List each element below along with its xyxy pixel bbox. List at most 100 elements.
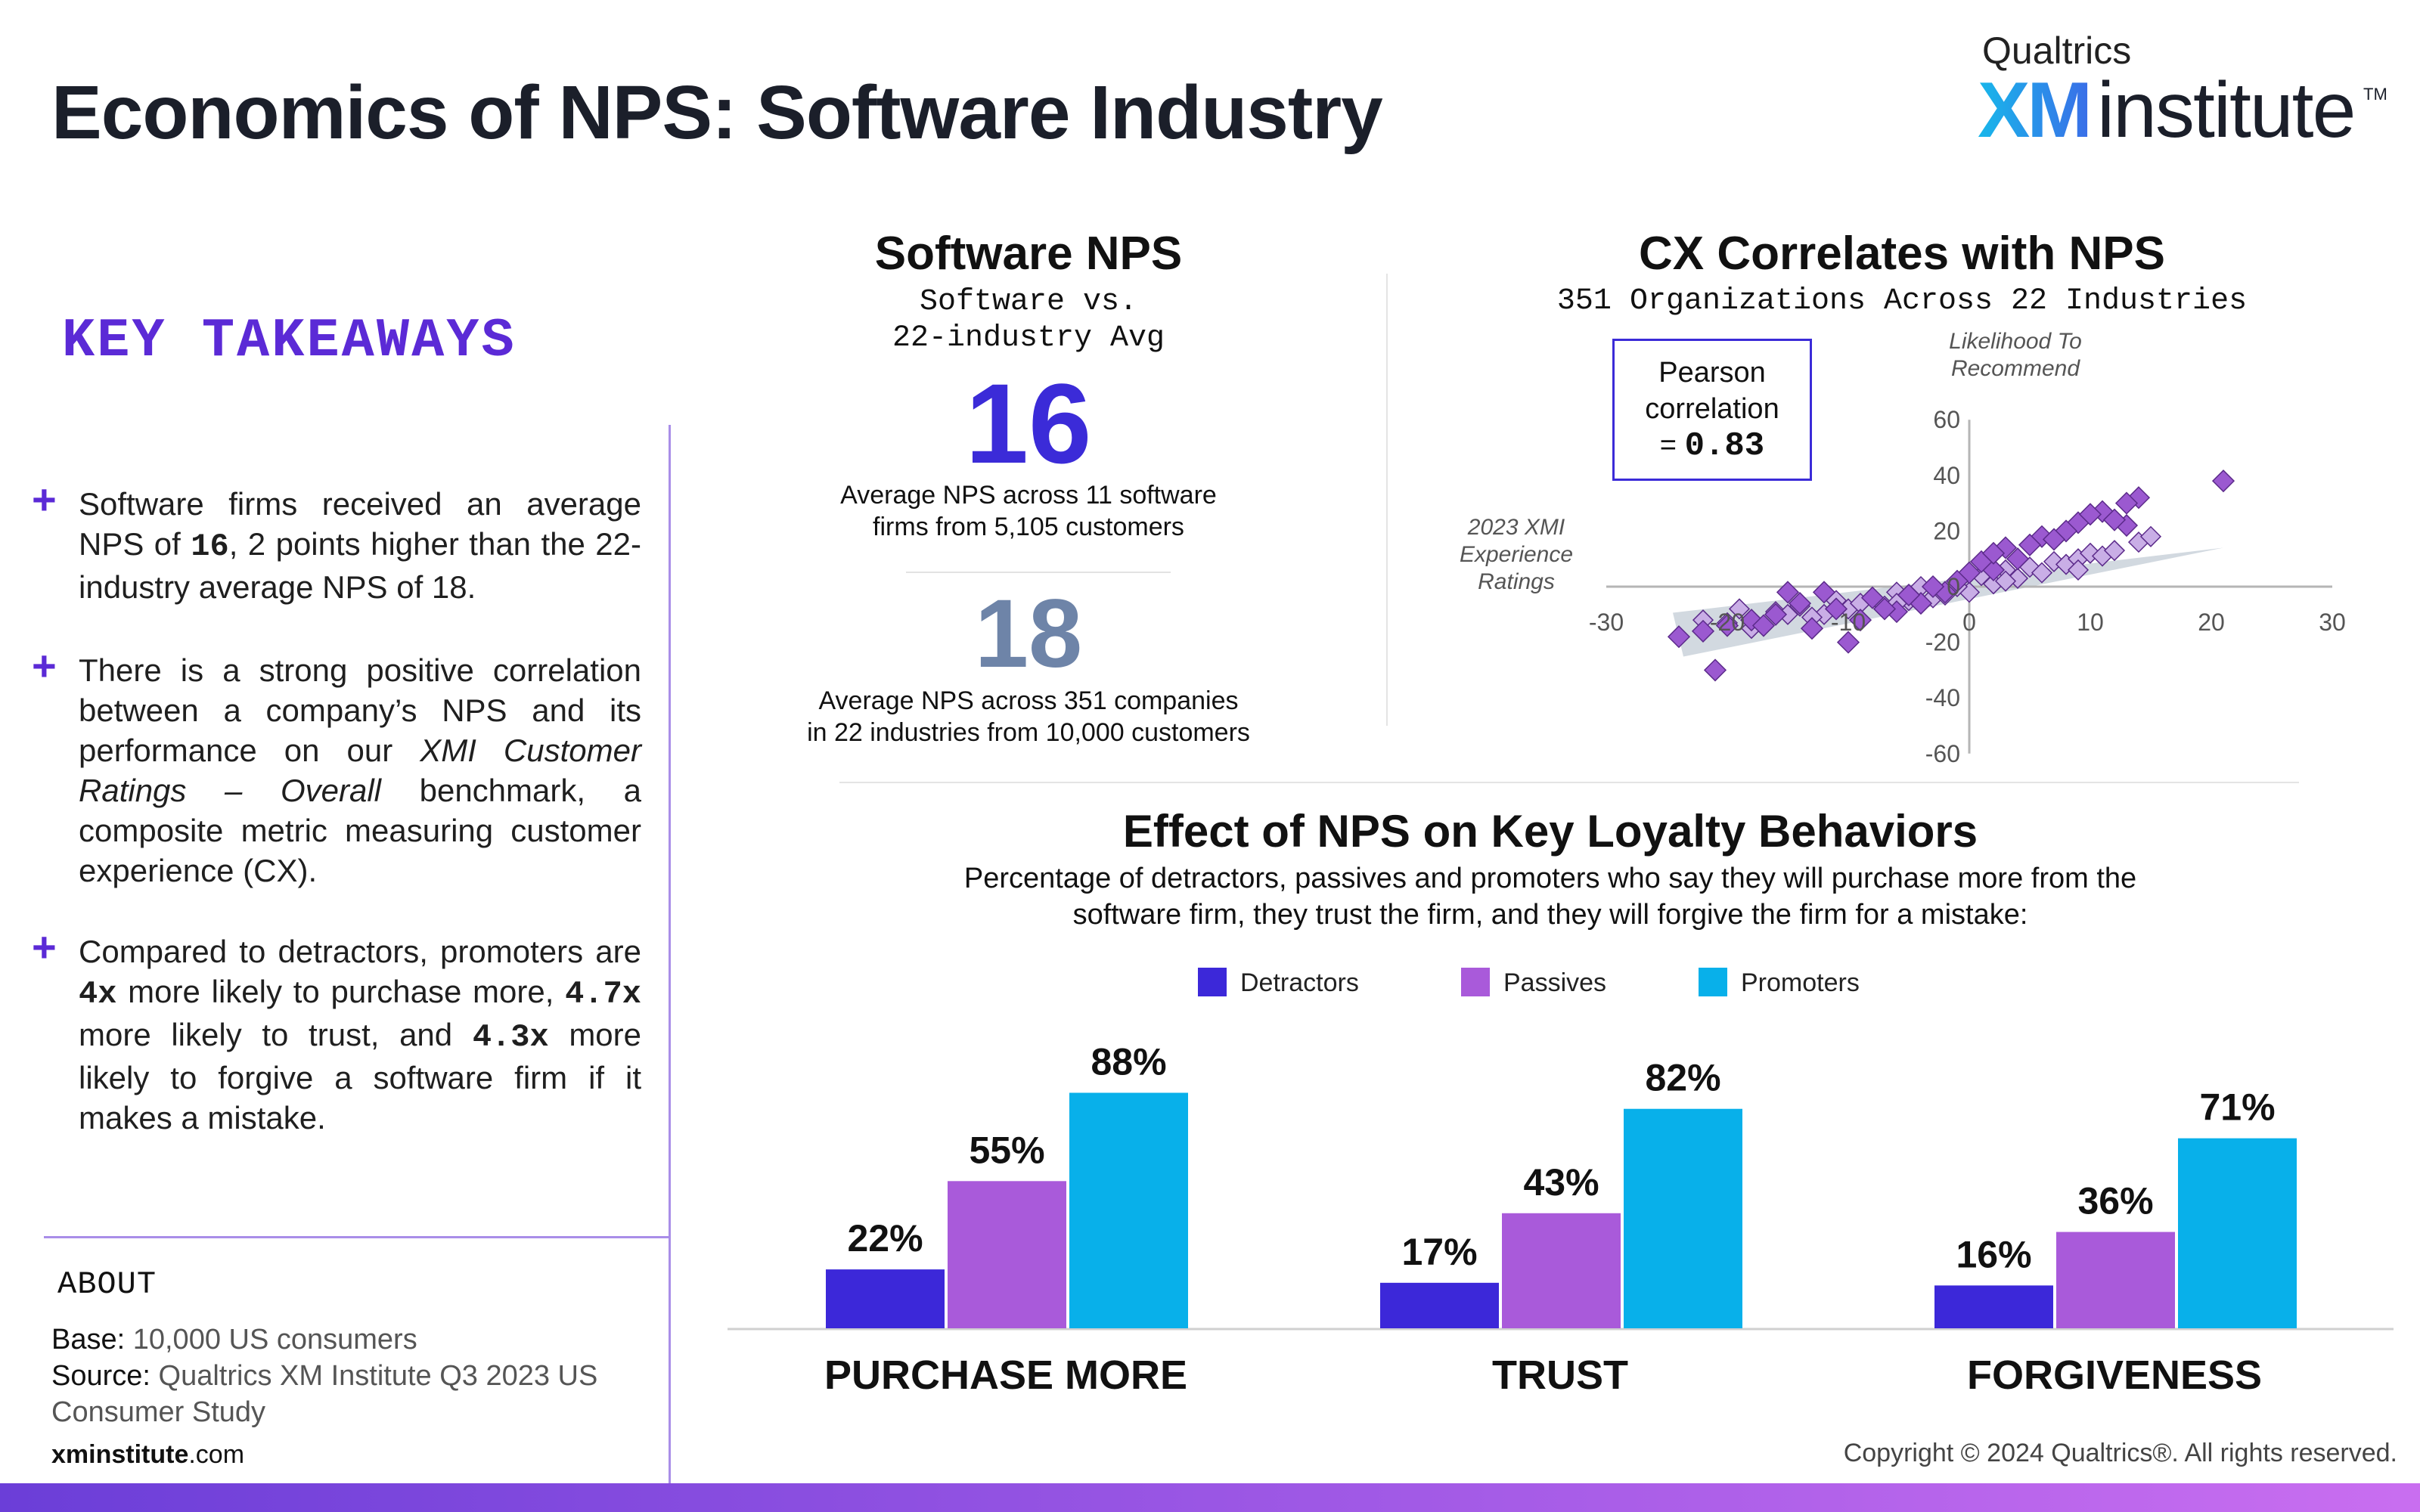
key-takeaways-heading: KEY TAKEAWAYS [62, 310, 517, 372]
bar-value-label: 82% [1645, 1057, 1720, 1099]
copyright: Copyright © 2024 Qualtrics®. All rights … [1843, 1439, 2397, 1467]
bar-value-label: 71% [2199, 1086, 2275, 1129]
category-label-purchase: PURCHASE MORE [824, 1352, 1188, 1398]
logo-institute-text: institute [2097, 67, 2356, 154]
scatter-point [2006, 547, 2030, 571]
scatter-point [1764, 603, 1788, 626]
plus-icon: + [32, 923, 57, 971]
software-nps-subtitle: Software vs. 22-industry Avg [892, 285, 1165, 355]
scatter-point [1860, 586, 1885, 609]
scatter-point-other [1692, 609, 1714, 631]
scatter-point [1788, 592, 1812, 615]
scatter-point-other [1849, 593, 1872, 615]
scatter-point-other [1728, 598, 1751, 620]
scatter-point-other [2043, 550, 2065, 572]
scatter-point-other [2091, 545, 2114, 567]
pearson-annotation: Pearson correlation = 0.83 [1612, 339, 1812, 481]
scatter-point-other [2006, 567, 2029, 590]
bar-detractors [1380, 1282, 1499, 1328]
scatter-point-other [1934, 584, 1956, 606]
scatter-point-other [1789, 595, 1811, 617]
takeaway-3: + Compared to detractors, promoters are … [32, 926, 642, 1138]
plus-icon: + [32, 642, 57, 689]
software-nps-title: Software NPS [874, 228, 1183, 280]
scatter-point [2042, 528, 2066, 551]
scatter-point-other [2127, 531, 2150, 553]
scatter-point [1957, 561, 1981, 584]
scatter-point [1812, 581, 1836, 604]
scatter-point-other [2055, 553, 2077, 575]
takeaway-1-text: Software firms received an average NPS o… [79, 486, 641, 605]
x-tick-label: 30 [2319, 609, 2346, 636]
logo-xm-text: XM [1978, 67, 2093, 154]
x-tick-label: -10 [1831, 609, 1866, 636]
scatter-point [2078, 503, 2102, 526]
cx-y-axis-label: Likelihood To Recommend [1949, 329, 2082, 381]
scatter-point [1872, 597, 1897, 621]
category-label-trust: TRUST [1492, 1352, 1628, 1398]
industry-avg-caption: Average NPS across 351 companies in 22 in… [807, 686, 1250, 747]
scatter-point [1836, 631, 1860, 654]
scatter-point [1969, 550, 1993, 573]
bar-detractors [826, 1269, 945, 1328]
bar-passives [948, 1181, 1066, 1328]
scatter-point [1848, 609, 1872, 632]
scatter-point-other [1958, 581, 1981, 603]
scatter-point [1703, 658, 1727, 682]
scatter-point [1933, 581, 1957, 604]
scatter-point [1691, 619, 1715, 643]
scatter-point [1739, 609, 1764, 632]
nps-separator [906, 572, 1171, 573]
scatter-point-other [2103, 540, 2126, 562]
scatter-point [2090, 500, 2114, 523]
bar-promoters [1069, 1092, 1188, 1328]
scatter-point [1981, 541, 2006, 565]
site-link[interactable]: xminstitute.com [51, 1440, 245, 1469]
plus-icon: + [32, 476, 57, 523]
bar-passives [2056, 1232, 2175, 1328]
trend-band [1673, 547, 2223, 657]
scatter-point [2054, 519, 2078, 543]
y-tick-label: -40 [1925, 684, 1960, 711]
scatter-point [2211, 469, 2235, 493]
scatter-point [2030, 525, 2054, 548]
scatter-point [1776, 581, 1800, 604]
category-label-forgiveness: FORGIVENESS [1966, 1352, 2263, 1398]
bar-promoters [1624, 1108, 1742, 1328]
takeaway-2: + There is a strong positive correlation… [32, 645, 641, 891]
scatter-point [1885, 600, 1909, 624]
scatter-point-other [2031, 562, 2053, 584]
cx-chart-title: CX Correlates with NPS [1639, 228, 2165, 280]
software-nps-value: 16 [965, 360, 1092, 487]
y-tick-label: 60 [1933, 406, 1960, 433]
scatter-point-other [1801, 606, 1823, 628]
legend-passives: Passives [1461, 966, 1606, 999]
logo-qualtrics-text: Qualtrics [1982, 29, 2132, 72]
scatter-point-other [1740, 618, 1763, 640]
y-tick-label: -60 [1925, 740, 1960, 767]
scatter-point-other [1716, 612, 1739, 634]
scatter-point [1800, 617, 1824, 640]
about-source: Source: Qualtrics XM Institute Q3 2023 U… [51, 1360, 598, 1392]
scatter-point-other [1873, 595, 1896, 617]
scatter-point [2018, 533, 2042, 556]
scatter-point-other [1994, 570, 2017, 592]
xm-institute-logo[interactable]: Qualtrics XM institute TM [1978, 29, 2387, 150]
takeaway-3-text: Compared to detractors, promoters are 4x… [79, 934, 642, 1136]
bar-passives [1502, 1213, 1621, 1328]
scatter-point [1993, 536, 2018, 559]
industry-avg-value: 18 [974, 580, 1083, 688]
scatter-point-other [2079, 542, 2102, 564]
scatter-point [2102, 508, 2127, 531]
bar-value-label: 16% [1956, 1233, 2031, 1275]
y-tick-label: 40 [1933, 462, 1960, 489]
legend-swatch [1461, 968, 1490, 997]
scatter-point-other [1970, 565, 1993, 587]
scatter-point-other [2067, 548, 2090, 570]
loyalty-chart-subtitle: Percentage of detractors, passives and p… [963, 863, 2137, 931]
left-panel-divider [669, 425, 671, 1483]
about-source-cont: Consumer Study [51, 1396, 266, 1428]
section-divider-horizontal [839, 782, 2299, 783]
about-heading: ABOUT [57, 1266, 157, 1303]
bar-value-label: 88% [1091, 1040, 1166, 1083]
